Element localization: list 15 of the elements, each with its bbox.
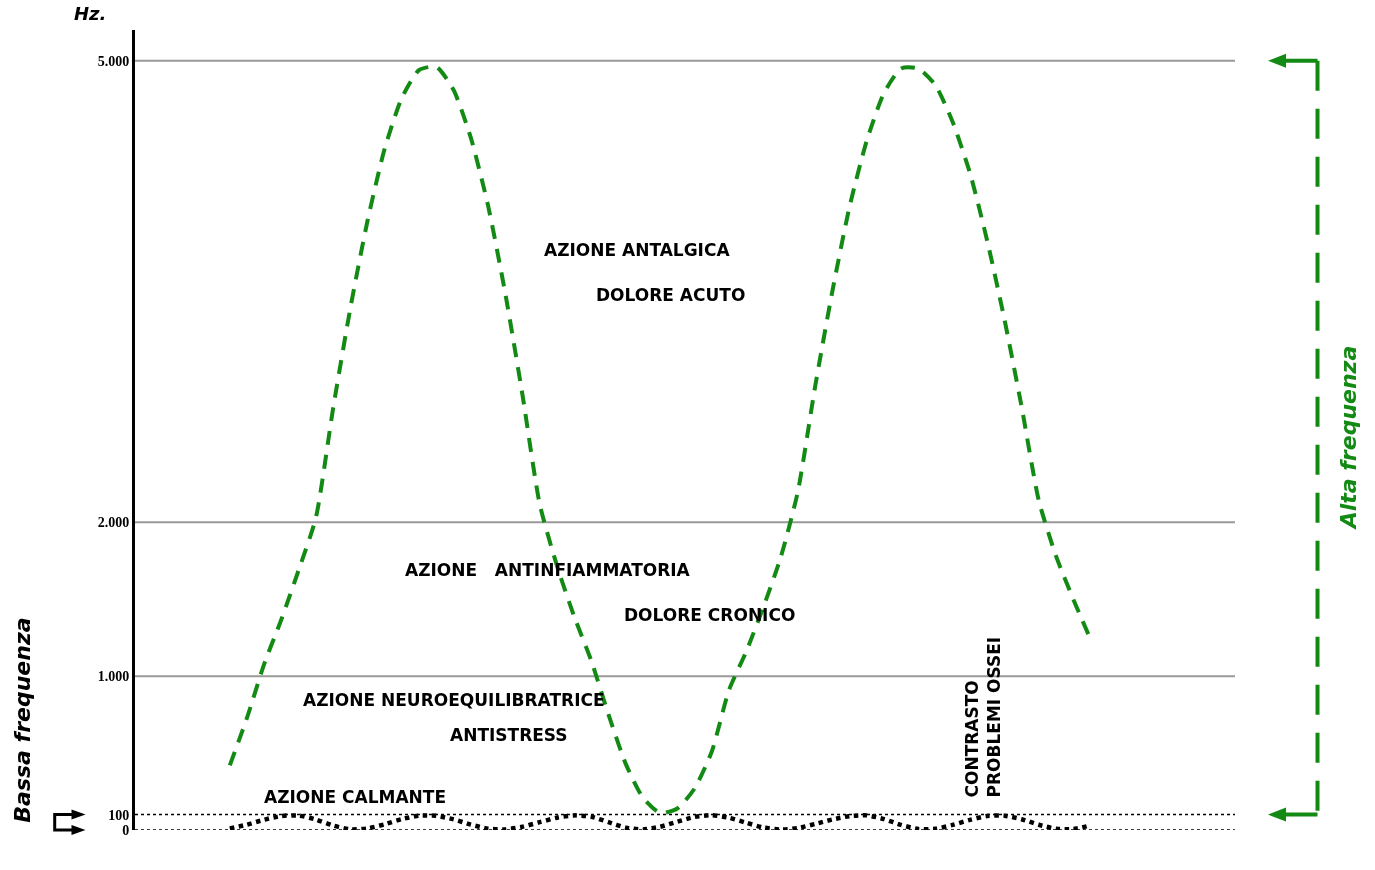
annotation: AZIONE CALMANTE: [264, 787, 446, 807]
text: Bassa frequenza: [9, 617, 35, 823]
y-axis-title: Hz.: [74, 3, 107, 24]
y-tick-label: 0: [122, 822, 130, 838]
annotation: AZIONE ANTINFIAMMATORIA: [405, 560, 691, 580]
annotation: AZIONE ANTALGICA: [544, 240, 731, 260]
text: Alta frequenza: [1336, 345, 1362, 531]
y-tick-label: 100: [108, 807, 130, 823]
line-series: [227, 64, 1093, 816]
annotation: ANTISTRESS: [450, 725, 568, 745]
y-tick-label: 1.000: [97, 669, 130, 685]
y-tick-label: 2.000: [97, 515, 130, 531]
annotation: CONTRASTO PROBLEMI OSSEI: [961, 636, 1004, 798]
y-tick-label: 5.000: [97, 53, 130, 69]
annotation: DOLORE ACUTO: [596, 285, 746, 305]
